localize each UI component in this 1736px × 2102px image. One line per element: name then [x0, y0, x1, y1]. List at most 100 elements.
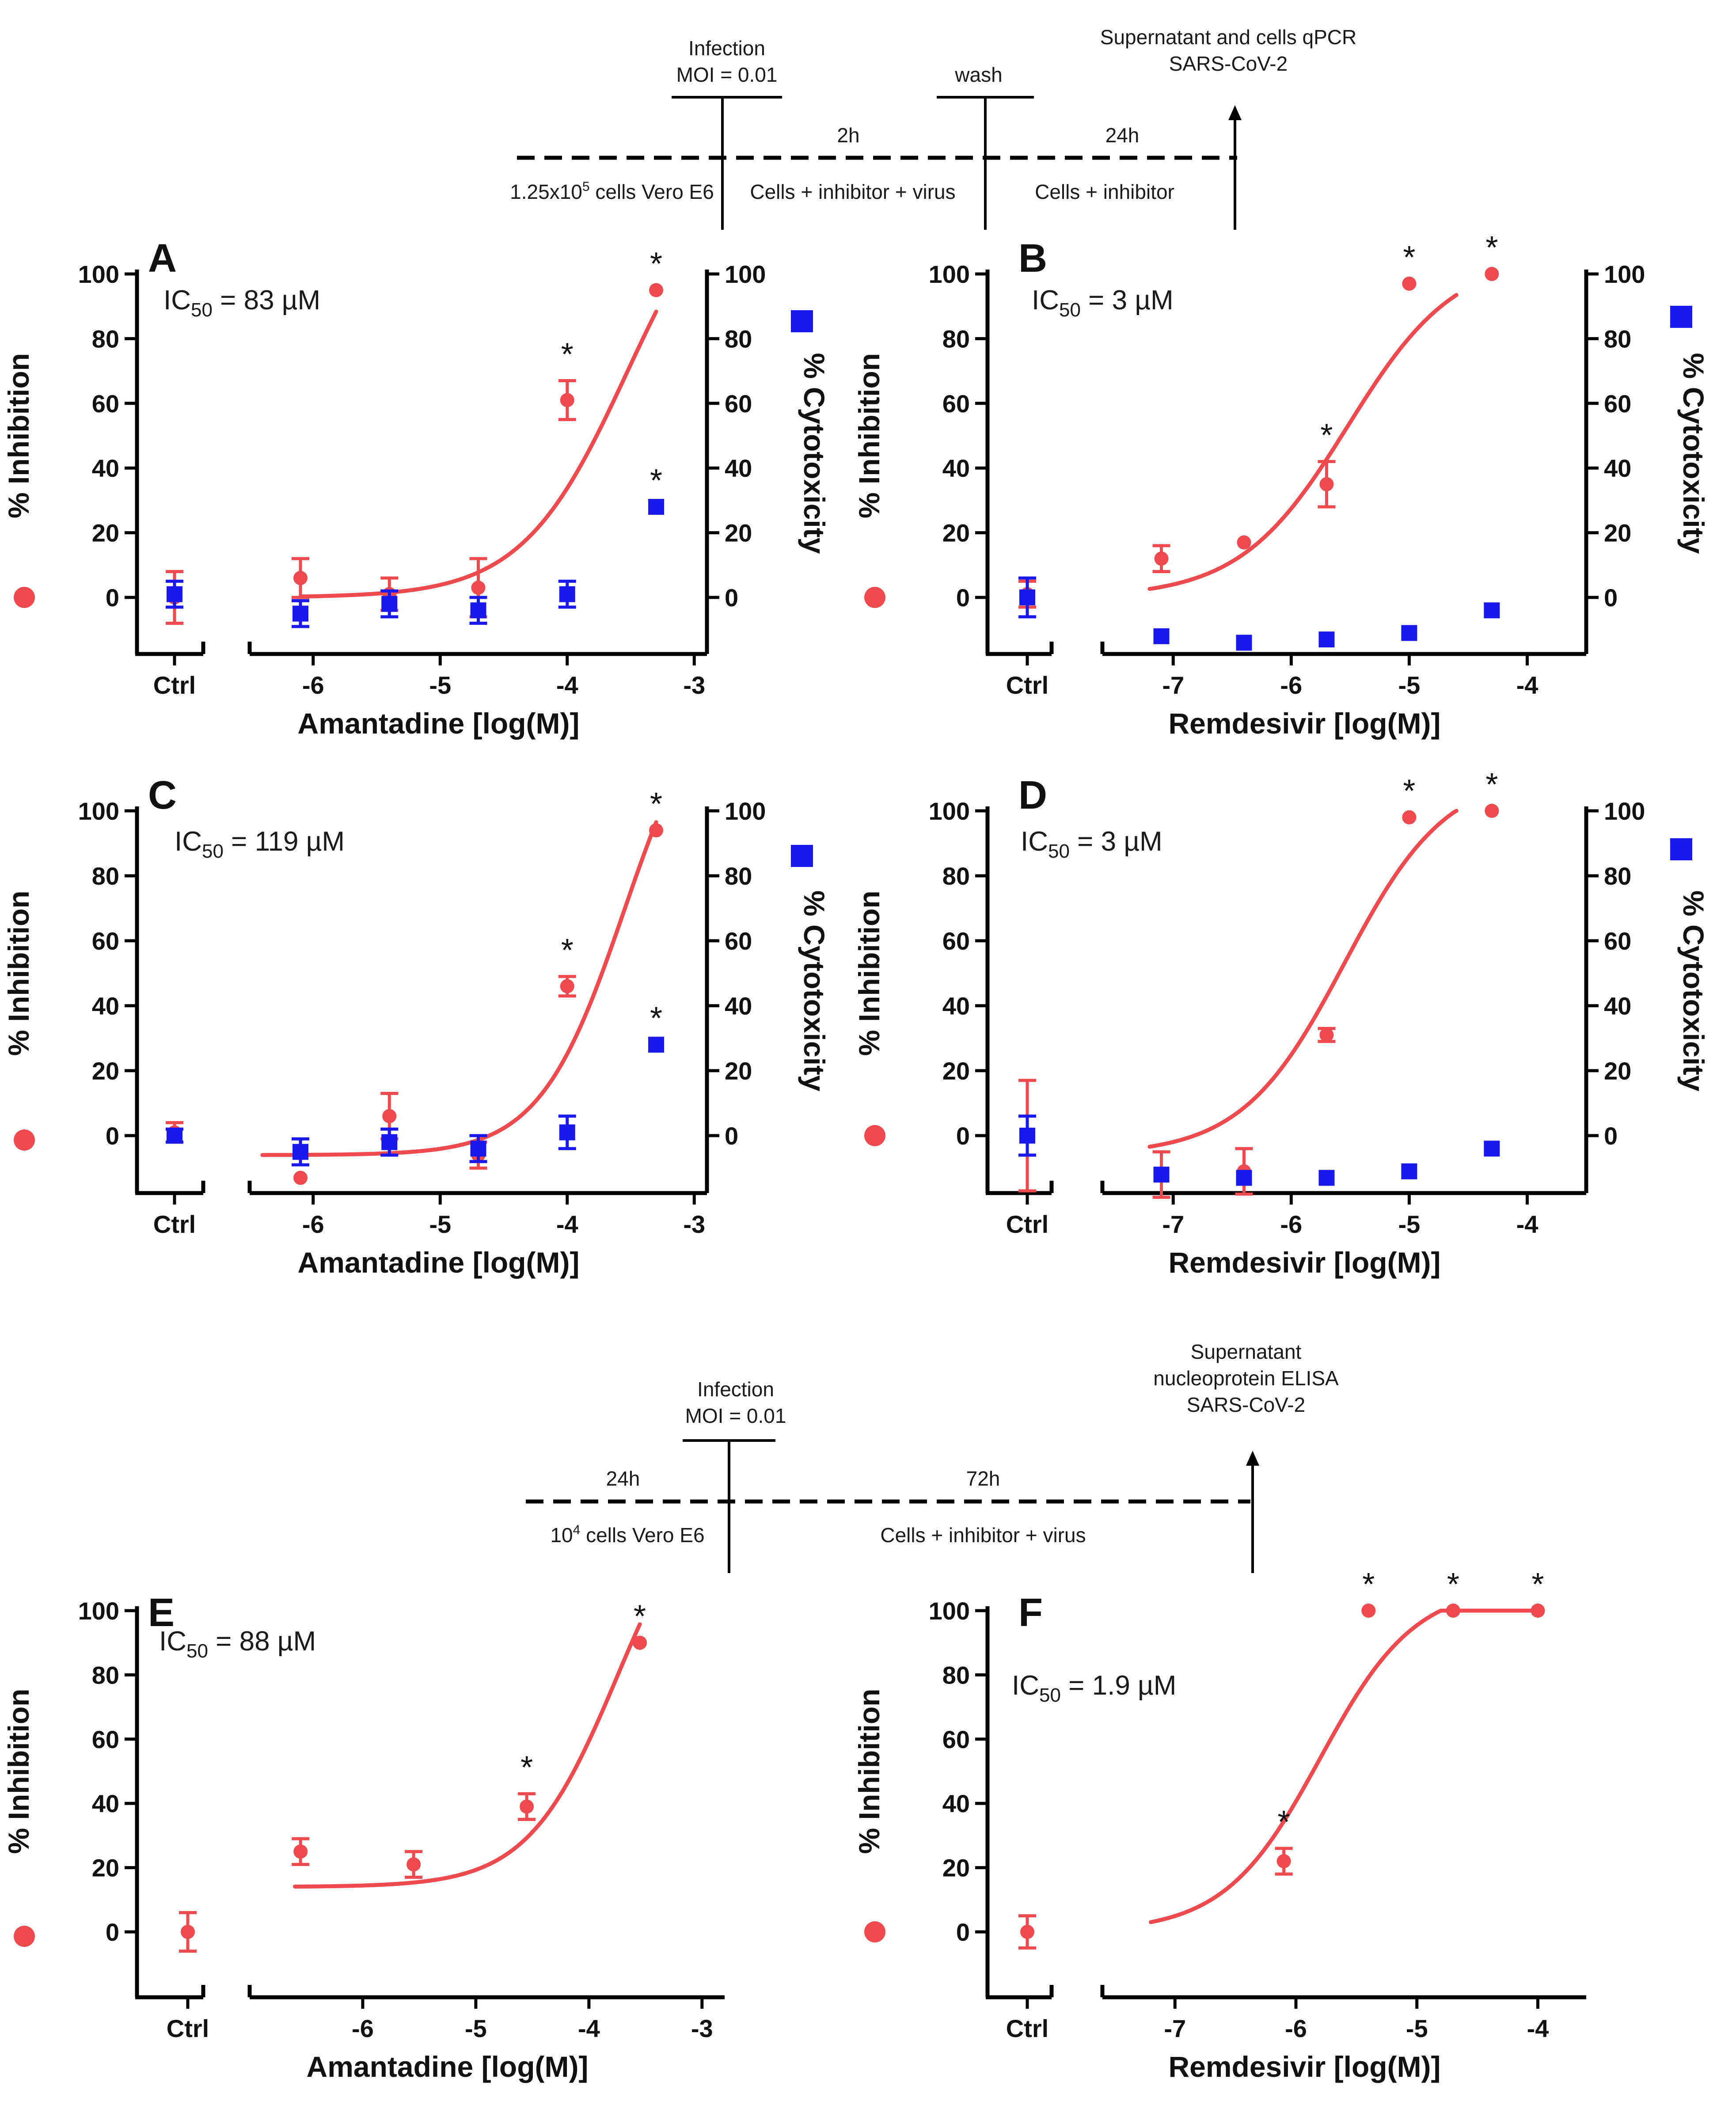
y-axis-title: % Inhibition: [2, 1689, 35, 1854]
chart-panel-F: 0 20 40 60 80 100 Ctrl -7 -6 -5 -4 Remdesivir [log(…: [853, 1567, 1586, 2083]
cytotoxicity-point: [559, 586, 575, 602]
cytotoxicity-point: [1019, 1128, 1035, 1144]
cytotoxicity-point: [1153, 628, 1170, 644]
y-tick-label: 20: [92, 1854, 119, 1882]
chart-panel-E: 0 20 40 60 80 100 Ctrl -6 -5 -4 -3 Amantadine [log(…: [2, 1591, 725, 2083]
duration-2h: 2h: [837, 124, 859, 147]
legend-cytotoxicity-marker: [791, 310, 813, 332]
readout-label-line1: Supernatant and cells qPCR: [1100, 26, 1356, 49]
y2-tick-label: 40: [725, 992, 752, 1020]
y-axis-title: % Inhibition: [2, 891, 35, 1056]
y-tick-label: 40: [92, 454, 119, 482]
fit-curve: [298, 309, 658, 599]
y2-tick-label: 60: [725, 927, 752, 955]
x-axis-title: Remdesivir [log(M)]: [1168, 1246, 1440, 1279]
inhibition-point: [293, 1171, 308, 1185]
inhibition-point: [649, 823, 663, 838]
readout-label-line1: Supernatant: [1191, 1340, 1302, 1363]
stage-3-label: Cells + inhibitor: [1035, 180, 1174, 203]
y2-tick-label: 80: [725, 325, 752, 353]
infection-label: Infection: [688, 37, 765, 60]
inhibition-point: [1402, 276, 1417, 291]
legend-inhibition-marker: [864, 587, 885, 608]
inhibition-point: [1446, 1604, 1460, 1618]
ic50-label: IC50 = 88 µM: [159, 1626, 316, 1662]
significance-asterisk: *: [1362, 1567, 1375, 1602]
y-tick-label: 60: [942, 390, 970, 418]
y-tick-label: 0: [106, 1122, 119, 1150]
ic50-label: IC50 = 1.9 µM: [1012, 1670, 1176, 1706]
y2-tick-label: 60: [1604, 927, 1631, 955]
moi-label: MOI = 0.01: [685, 1404, 786, 1427]
y-tick-label: 80: [942, 862, 970, 890]
x-tick-label: -5: [1398, 671, 1420, 699]
y-tick-label: 60: [92, 1726, 119, 1753]
x-tick-label: -5: [1406, 2015, 1428, 2042]
y2-tick-label: 0: [1604, 584, 1618, 612]
x-tick-label: -6: [1280, 1210, 1302, 1238]
y2-axis-title: % Cytotoxicity: [798, 890, 831, 1091]
panel-letter: F: [1018, 1591, 1043, 1635]
y2-tick-label: 60: [725, 390, 752, 418]
x-tick-label: -5: [1398, 1210, 1420, 1238]
y-tick-label: 60: [92, 927, 119, 955]
panel-letter: C: [148, 773, 177, 817]
y2-axis-title: % Cytotoxicity: [1677, 890, 1710, 1091]
fit-curve: [260, 820, 658, 1157]
y-axis-title: % Inhibition: [2, 353, 35, 518]
x-tick-label-ctrl: Ctrl: [1006, 2015, 1048, 2042]
y2-tick-label: 20: [725, 519, 752, 547]
inhibition-point: [1020, 1925, 1034, 1939]
ic50-label: IC50 = 119 µM: [175, 826, 345, 862]
y-tick-label: 0: [106, 1918, 119, 1946]
duration-24h: 24h: [1105, 124, 1140, 147]
y-tick-label: 0: [956, 584, 970, 612]
x-tick-label-ctrl: Ctrl: [1006, 671, 1048, 699]
x-tick-label: -6: [1280, 671, 1302, 699]
significance-asterisk: *: [1278, 1805, 1290, 1840]
x-tick-label: -4: [556, 1210, 578, 1238]
x-axis-title: Amantadine [log(M)]: [298, 707, 580, 740]
inhibition-point: [1319, 1028, 1334, 1042]
chart-panel-A: 0 20 40 60 80 100 0 20 40 60 80 100 Ctrl -6 -5 -4 -3 Aman…: [2, 236, 831, 740]
readout-label-line2: SARS-CoV-2: [1169, 52, 1288, 75]
y2-tick-label: 40: [1604, 992, 1631, 1020]
chart-panel-D: 0 20 40 60 80 100 0 20 40 60 80 100 Ctrl -7 -6 -5 -4 Remd…: [853, 767, 1710, 1279]
legend-inhibition-marker: [864, 1125, 885, 1146]
inhibition-point: [633, 1635, 647, 1650]
inhibition-point: [560, 393, 574, 407]
y2-axis-title: % Cytotoxicity: [798, 353, 831, 554]
y-axis-title: % Inhibition: [853, 1689, 885, 1854]
ic50-label: IC50 = 3 µM: [1021, 826, 1162, 862]
y-tick-label: 40: [942, 992, 970, 1020]
cytotoxicity-point: [470, 1140, 486, 1157]
cytotoxicity-point: [1019, 589, 1035, 605]
x-tick-label: -3: [683, 671, 705, 699]
duration-24h: 24h: [606, 1467, 640, 1490]
y-axis-title: % Inhibition: [853, 891, 885, 1056]
inhibition-point: [382, 1109, 397, 1123]
inhibition-point: [293, 1844, 308, 1859]
y-tick-label: 80: [92, 325, 119, 353]
inhibition-point: [293, 571, 308, 585]
significance-asterisk: *: [1531, 1567, 1544, 1602]
cytotoxicity-point: [648, 1037, 664, 1053]
y2-tick-label: 0: [725, 584, 738, 612]
inhibition-point: [406, 1857, 421, 1872]
inhibition-point: [520, 1799, 534, 1814]
y2-tick-label: 100: [1604, 797, 1645, 825]
x-tick-label: -4: [578, 2015, 600, 2042]
stage-2-label: Cells + inhibitor + virus: [750, 180, 955, 203]
moi-label: MOI = 0.01: [676, 63, 778, 86]
y2-tick-label: 0: [725, 1122, 738, 1150]
significance-asterisk: *: [1485, 767, 1498, 802]
x-tick-label-ctrl: Ctrl: [1006, 1210, 1048, 1238]
y2-tick-label: 100: [1604, 260, 1645, 288]
y-tick-label: 100: [929, 797, 970, 825]
y-tick-label: 0: [956, 1918, 970, 1946]
panel-letter: D: [1018, 773, 1047, 817]
cytotoxicity-point: [648, 499, 664, 515]
y2-tick-label: 20: [1604, 1057, 1631, 1085]
cytotoxicity-point: [1484, 602, 1500, 619]
x-tick-label: -3: [691, 2015, 713, 2042]
